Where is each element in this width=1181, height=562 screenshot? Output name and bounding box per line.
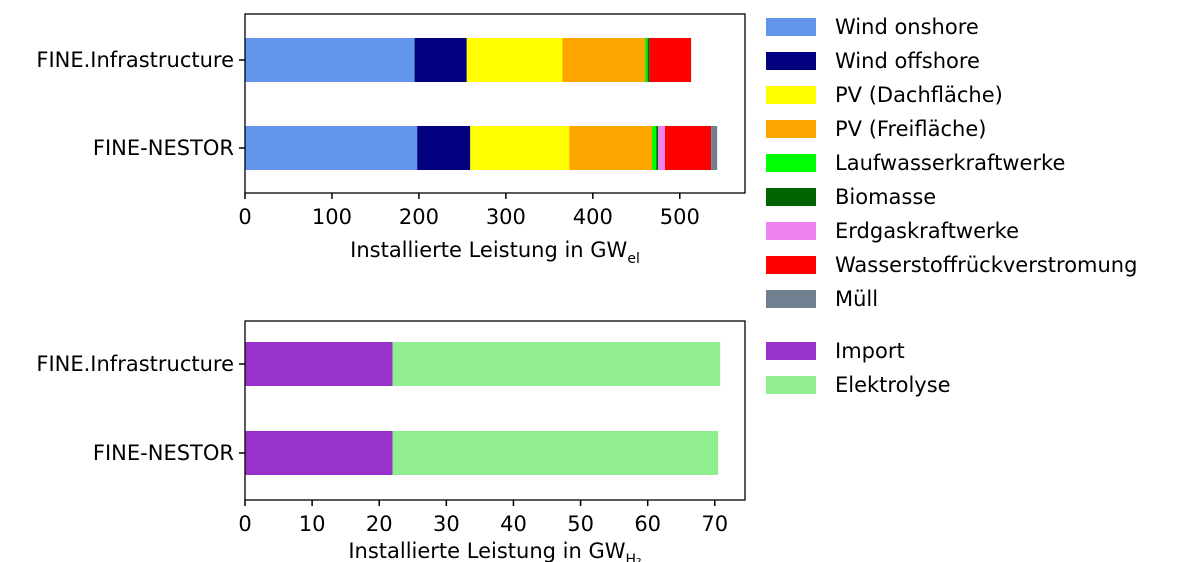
bar-1-0-4	[645, 38, 648, 82]
chart-panel-2: FINE.Infrastructure FINE-NESTOR 0 10 20 30 40 5…	[36, 320, 746, 562]
bar-1-0-7	[649, 38, 692, 82]
x-tick-label: 10	[299, 512, 326, 536]
legend-item: Wind onshore	[766, 10, 979, 44]
category-label: FINE.Infrastructure	[36, 352, 234, 376]
chart-panel-1: FINE.Infrastructure FINE-NESTOR 0 100 200 300…	[36, 13, 746, 267]
bar-1-1-2	[470, 126, 570, 170]
legend-label: Wind offshore	[835, 49, 980, 73]
legend-swatch	[766, 18, 816, 36]
legend-label: PV (Freifläche)	[835, 117, 987, 141]
legend-item: PV (Freifläche)	[766, 112, 986, 146]
category-label: FINE-NESTOR	[93, 136, 234, 160]
bar-1-0-1	[414, 38, 467, 82]
legend-label: Wasserstoffrückverstromung	[835, 253, 1138, 277]
legend-label: Elektrolyse	[835, 373, 951, 397]
bar-1-1-1	[417, 126, 471, 170]
bar-1-1-3	[569, 126, 652, 170]
x-tick-label: 30	[433, 512, 460, 536]
x-tick-label: 40	[500, 512, 527, 536]
legend-swatch	[766, 290, 816, 308]
x-tick-label: 70	[701, 512, 728, 536]
bar-1-0-5	[647, 38, 650, 82]
x-axis-label: Installierte Leistung in GWH₂	[348, 539, 641, 562]
bar-1-1-0	[245, 126, 418, 170]
legend-swatch	[766, 52, 816, 70]
bar-1-0-2	[466, 38, 563, 82]
category-label: FINE.Infrastructure	[36, 48, 234, 72]
plot-frame-2	[244, 320, 746, 501]
x-tick-label: 20	[366, 512, 393, 536]
legend-item: Elektrolyse	[766, 368, 951, 402]
legend-label: Müll	[835, 287, 879, 311]
bar-1-1-6	[658, 126, 665, 170]
bar-1-0-3	[562, 38, 645, 82]
bar-1-1-5	[656, 126, 659, 170]
legend-item: Erdgaskraftwerke	[766, 214, 1019, 248]
legend-label: Laufwasserkraftwerke	[835, 151, 1066, 175]
legend-item: Müll	[766, 282, 878, 316]
bar-2-1-1	[392, 431, 719, 475]
x-tick-label: 100	[312, 205, 352, 229]
legend-swatch	[766, 188, 816, 206]
bar-1-1-4	[651, 126, 657, 170]
x-tick-label: 500	[660, 205, 700, 229]
legend-swatch	[766, 154, 816, 172]
legend-item: Import	[766, 334, 905, 368]
legend-swatch	[766, 86, 816, 104]
legend-item: Wasserstoffrückverstromung	[766, 248, 1137, 282]
x-tick-label: 50	[567, 512, 594, 536]
legend-swatch	[766, 222, 816, 240]
bar-2-0-0	[245, 342, 393, 386]
x-tick-label: 300	[486, 205, 526, 229]
x-tick-label: 0	[238, 512, 251, 536]
bar-1-0-0	[245, 38, 415, 82]
x-tick-label: 200	[399, 205, 439, 229]
legend-label: Biomasse	[835, 185, 937, 209]
bar-2-1-0	[245, 431, 393, 475]
bar-1-1-7	[665, 126, 712, 170]
legend-swatch	[766, 342, 816, 360]
plot-frame-1	[244, 13, 746, 194]
x-tick-label: 0	[238, 205, 251, 229]
bar-1-1-8	[711, 126, 718, 170]
legend-label: Erdgaskraftwerke	[835, 219, 1019, 243]
legend-item: Wind offshore	[766, 44, 980, 78]
bar-2-0-1	[392, 342, 721, 386]
category-label: FINE-NESTOR	[93, 441, 234, 465]
legend-swatch	[766, 376, 816, 394]
legend-item: Laufwasserkraftwerke	[766, 146, 1065, 180]
legend-item: Biomasse	[766, 180, 936, 214]
legend-swatch	[766, 256, 816, 274]
legend-label: Import	[835, 339, 905, 363]
legend-swatch	[766, 120, 816, 138]
x-axis-label: Installierte Leistung in GWel	[350, 238, 640, 267]
legend-item: PV (Dachfläche)	[766, 78, 1003, 112]
x-tick-label: 400	[573, 205, 613, 229]
legend-label: PV (Dachfläche)	[835, 83, 1003, 107]
x-tick-label: 60	[634, 512, 661, 536]
legend-label: Wind onshore	[835, 15, 979, 39]
